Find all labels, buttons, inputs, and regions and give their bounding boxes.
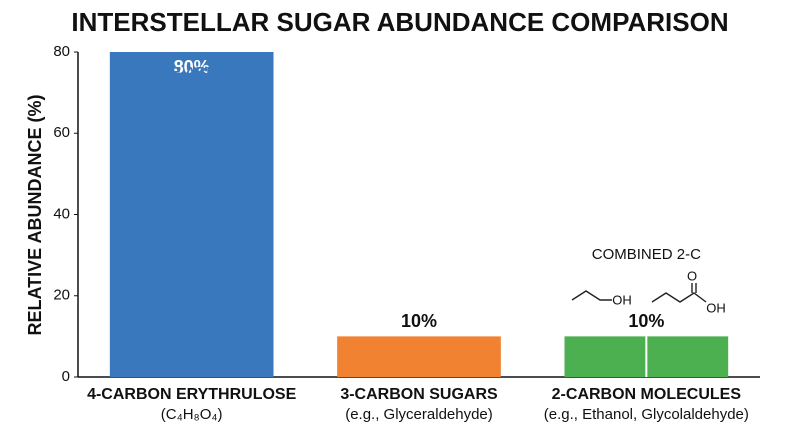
structure-label: OH [612,292,632,307]
chemical-structures [571,283,707,303]
annotation: COMBINED 2-C [592,246,701,263]
y-tick-label: 20 [53,287,70,304]
bar [109,52,274,377]
x-tick-label: 2-CARBON MOLECULES [552,386,742,403]
chart-title: INTERSTELLAR SUGAR ABUNDANCE COMPARISON [71,7,728,37]
y-tick-label: 0 [62,368,70,385]
bar [337,336,501,377]
y-tick-label: 80 [53,43,70,60]
structure-label: OH [706,300,726,315]
x-tick-label: 4-CARBON ERYTHRULOSE [87,386,297,403]
annotation: 8X MORE ABUNDANT [114,64,270,81]
y-axis-label: RELATIVE ABUNDANCE (%) [25,94,45,335]
structure-label: O [687,268,697,283]
y-tick-label: 40 [53,205,70,222]
value-label: 10% [628,311,664,331]
x-tick-sublabel: (e.g., Ethanol, Glycolaldehyde) [544,406,749,423]
x-tick-sublabel: (e.g., Glyceraldehyde) [345,406,493,423]
value-label: 80% [174,57,210,77]
x-tick-sublabel: (C₄H₈O₄) [161,406,223,423]
value-label: 10% [401,311,437,331]
acid-structure [651,292,707,303]
x-tick-label: 3-CARBON SUGARS [340,386,498,403]
y-tick-label: 60 [53,124,70,141]
ethanol-structure [571,290,612,301]
